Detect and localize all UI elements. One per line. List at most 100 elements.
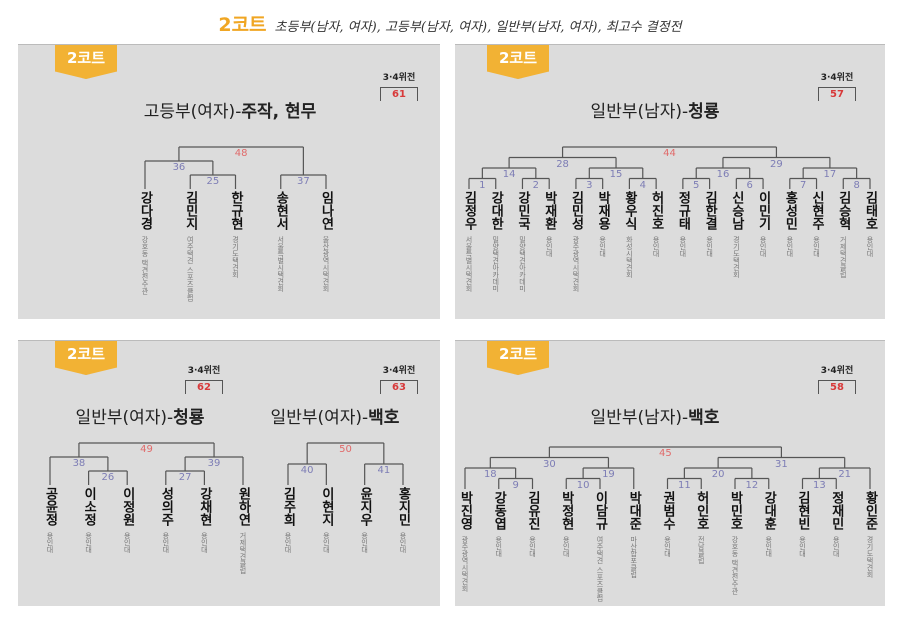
competitor: 박재용 용인대 <box>593 191 613 257</box>
third-place-number: 63 <box>380 380 418 394</box>
competitor-name: 황인준 <box>862 491 878 530</box>
competitor-affiliation: 용인대 <box>798 536 807 557</box>
competitor-affiliation: 용인대 <box>46 532 54 553</box>
competitor-affiliation: 용인대 <box>284 532 292 553</box>
competitor-name: 한규현 <box>228 191 243 230</box>
match-number: 1 <box>479 179 486 191</box>
competitor-name: 김태호 <box>862 191 878 230</box>
competitor: 한규현 경기도택견회 <box>226 191 246 278</box>
third-place-number: 61 <box>380 87 418 101</box>
third-place-label: 3·4위전 <box>382 366 416 376</box>
competitor-affiliation: 용인대 <box>663 536 672 557</box>
match-number: 13 <box>813 479 826 491</box>
competitor: 김민지 여주택견 스포츠클럽 <box>180 191 200 301</box>
competitor-name: 정규태 <box>675 191 691 230</box>
match-number: 21 <box>838 469 852 480</box>
third-place-number: 58 <box>818 380 856 394</box>
competitor-affiliation: 용인대 <box>759 236 768 257</box>
competitor-name: 김민성 <box>568 191 584 230</box>
competitor: 신현주 용인대 <box>807 191 827 257</box>
third-place-number: 57 <box>818 87 856 101</box>
competitor-name: 강대한 <box>488 191 504 230</box>
competitor: 강다경 강호동 택견전수관 <box>135 191 155 294</box>
match-number: 26 <box>101 472 115 483</box>
bracket-title: 일반부(남자)-청룡 <box>591 97 720 122</box>
competitor-affiliation: 경기도택견회 <box>732 236 741 278</box>
match-number: 6 <box>746 179 753 191</box>
title-division: 일반부(여자)- <box>270 408 369 428</box>
competitor-affiliation: 용인대 <box>678 236 687 257</box>
third-place-match: 3·4위전 58 <box>818 363 856 394</box>
court-badge: 2코트 <box>487 341 549 375</box>
bracket-tree: 김주희 용인대 이현지 용인대 40 윤지우 용인대 홍지민 용인대 41 50 <box>281 435 411 605</box>
competitor: 박재환 용인대 <box>539 191 559 257</box>
competitor-name: 권범수 <box>660 491 675 530</box>
title-team: 백호 <box>688 408 720 428</box>
competitor-name: 박재용 <box>595 191 611 230</box>
title-division: 일반부(남자)- <box>590 102 689 122</box>
competitor: 허진호 용인대 <box>646 191 666 257</box>
competitor: 송현서 서울특별시택견회 <box>271 191 291 292</box>
match-number: 5 <box>693 179 700 191</box>
match-number: 11 <box>678 479 691 491</box>
competitor-name: 김한결 <box>702 191 718 230</box>
competitor-name: 김승혁 <box>835 191 851 230</box>
page-header: 2코트 초등부(남자, 여자), 고등부(남자, 여자), 일반부(남자, 여자)… <box>0 10 900 37</box>
final-match-number: 50 <box>339 444 352 455</box>
competitor-name: 박진영 <box>457 491 473 530</box>
match-number: 19 <box>602 469 615 480</box>
competitor-affiliation: 밀양택견아카데미 <box>518 236 527 292</box>
competitor: 황우식 화성시택견회 <box>619 191 639 278</box>
competitor: 김주희 용인대 <box>278 487 298 553</box>
bracket-title: 일반부(여자)-백호 <box>271 403 400 428</box>
header-description: 초등부(남자, 여자), 고등부(남자, 여자), 일반부(남자, 여자), 최… <box>274 20 682 35</box>
bracket-tree: 강다경 강호동 택견전수관 김민지 여주택견 스포츠클럽 한규현 경기도택견회 25 36 송현… <box>138 139 334 309</box>
competitor-name: 이민기 <box>755 191 771 230</box>
competitor: 강민국 밀양택견아카데미 <box>512 191 532 292</box>
third-place-number: 62 <box>185 380 223 394</box>
bracket-title: 일반부(여자)-청룡 <box>76 403 205 428</box>
competitor: 박진영 광주광역시택견회 <box>455 491 475 592</box>
competitor-name: 박정현 <box>558 491 574 530</box>
competitor-affiliation: 서울특별시택견회 <box>465 236 473 292</box>
competitor-name: 이담규 <box>592 491 608 530</box>
third-place-match: 3·4위전 63 <box>380 363 418 394</box>
competitor-name: 정재민 <box>828 491 844 530</box>
match-number: 29 <box>770 158 783 170</box>
third-place-label: 3·4위전 <box>820 366 854 376</box>
competitor-affiliation: 경기도택견회 <box>866 536 874 578</box>
competitor: 이현지 용인대 <box>316 487 336 553</box>
match-number: 14 <box>502 169 516 180</box>
competitor: 신승남 경기도택견회 <box>726 191 746 278</box>
competitor-affiliation: 용인대 <box>360 532 369 553</box>
competitor-name: 송현서 <box>273 191 289 230</box>
third-place-match: 3·4위전 57 <box>818 70 856 101</box>
competitor-affiliation: 용인대 <box>161 532 170 553</box>
third-place-label: 3·4위전 <box>187 366 221 376</box>
match-number: 2 <box>532 179 540 191</box>
title-division: 일반부(여자)- <box>75 408 174 428</box>
competitor-name: 박대준 <box>626 491 642 530</box>
competitor-name: 이정원 <box>119 487 135 526</box>
bracket-lines <box>49 442 244 485</box>
competitor-name: 홍성민 <box>782 191 798 230</box>
competitor-name: 윤지우 <box>357 487 373 526</box>
competitor-affiliation: 거제택견클럽 <box>839 236 848 278</box>
competitor-affiliation: 여주택견 스포츠클럽 <box>596 536 604 602</box>
competitor-name: 김민지 <box>182 191 198 230</box>
competitor-affiliation: 광주광역시택견회 <box>571 236 580 292</box>
competitor-name: 원하연 <box>235 487 251 526</box>
competitor-affiliation: 용인대 <box>785 236 794 257</box>
competitor-affiliation: 용인대 <box>562 536 571 557</box>
competitor-affiliation: 용인대 <box>652 236 661 257</box>
competitor-name: 홍지민 <box>395 487 411 526</box>
competitor-name: 김정우 <box>461 191 477 230</box>
